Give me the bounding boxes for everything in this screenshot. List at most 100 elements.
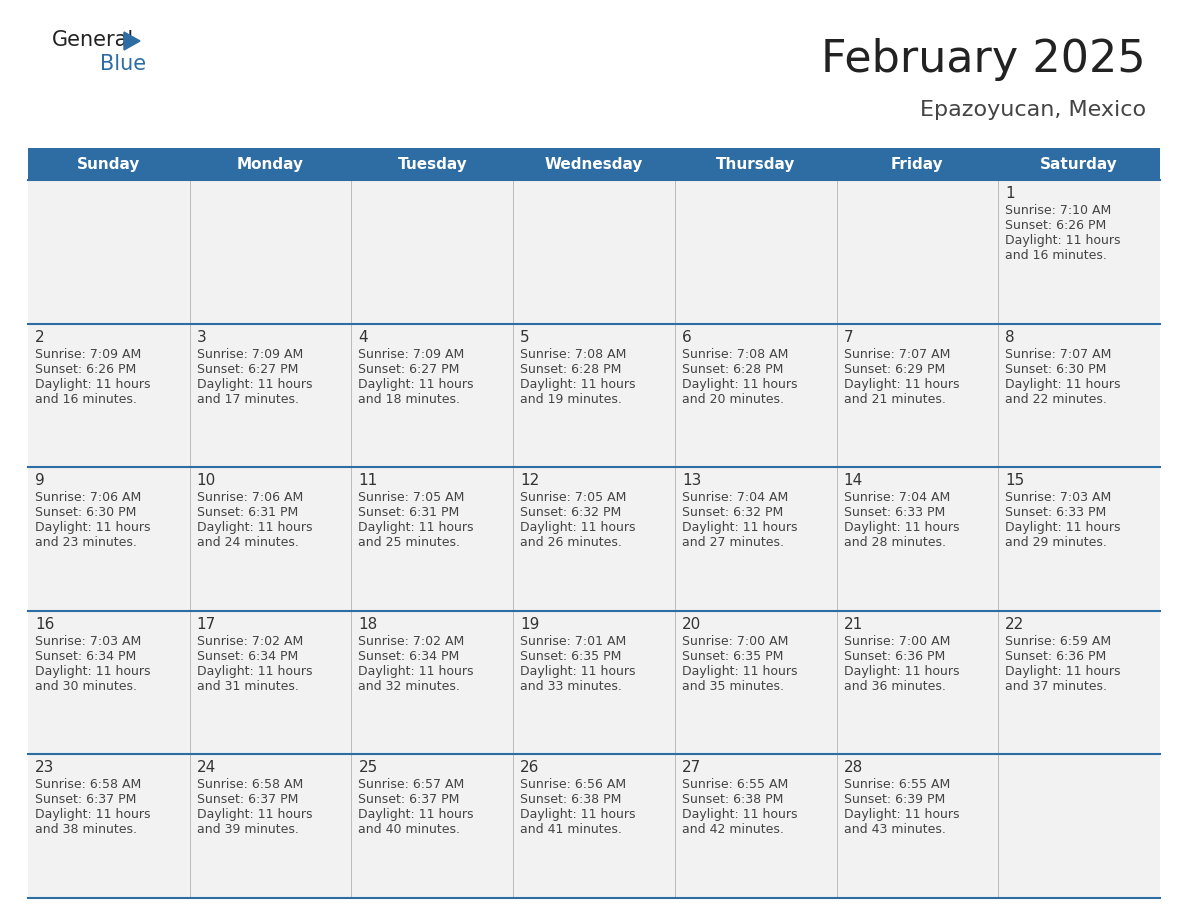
Text: and 27 minutes.: and 27 minutes. xyxy=(682,536,784,549)
Text: Wednesday: Wednesday xyxy=(545,156,643,172)
Text: Sunrise: 6:55 AM: Sunrise: 6:55 AM xyxy=(682,778,788,791)
Text: 12: 12 xyxy=(520,473,539,488)
Text: and 18 minutes.: and 18 minutes. xyxy=(359,393,461,406)
Text: Daylight: 11 hours: Daylight: 11 hours xyxy=(34,377,151,390)
Text: Sunset: 6:27 PM: Sunset: 6:27 PM xyxy=(359,363,460,375)
Text: Daylight: 11 hours: Daylight: 11 hours xyxy=(520,377,636,390)
Text: and 39 minutes.: and 39 minutes. xyxy=(197,823,298,836)
Text: 25: 25 xyxy=(359,760,378,776)
Text: Daylight: 11 hours: Daylight: 11 hours xyxy=(34,809,151,822)
Text: Daylight: 11 hours: Daylight: 11 hours xyxy=(843,521,959,534)
Text: and 41 minutes.: and 41 minutes. xyxy=(520,823,623,836)
Text: Saturday: Saturday xyxy=(1041,156,1118,172)
Text: Sunrise: 7:03 AM: Sunrise: 7:03 AM xyxy=(1005,491,1112,504)
Bar xyxy=(29,755,1159,898)
Text: Friday: Friday xyxy=(891,156,943,172)
Text: 27: 27 xyxy=(682,760,701,776)
Text: Sunrise: 7:09 AM: Sunrise: 7:09 AM xyxy=(359,348,465,361)
Text: Sunset: 6:39 PM: Sunset: 6:39 PM xyxy=(843,793,944,806)
Text: 5: 5 xyxy=(520,330,530,344)
Text: Sunrise: 7:05 AM: Sunrise: 7:05 AM xyxy=(359,491,465,504)
Text: Sunrise: 6:55 AM: Sunrise: 6:55 AM xyxy=(843,778,950,791)
Text: Sunrise: 7:07 AM: Sunrise: 7:07 AM xyxy=(1005,348,1112,361)
Text: 14: 14 xyxy=(843,473,862,488)
Text: and 24 minutes.: and 24 minutes. xyxy=(197,536,298,549)
Text: 26: 26 xyxy=(520,760,539,776)
Text: 11: 11 xyxy=(359,473,378,488)
Text: Sunset: 6:33 PM: Sunset: 6:33 PM xyxy=(843,506,944,520)
Text: and 26 minutes.: and 26 minutes. xyxy=(520,536,623,549)
Text: and 22 minutes.: and 22 minutes. xyxy=(1005,393,1107,406)
Text: Sunrise: 7:02 AM: Sunrise: 7:02 AM xyxy=(359,635,465,648)
Text: 4: 4 xyxy=(359,330,368,344)
Text: 21: 21 xyxy=(843,617,862,632)
Text: Sunset: 6:35 PM: Sunset: 6:35 PM xyxy=(682,650,783,663)
Text: 10: 10 xyxy=(197,473,216,488)
Bar xyxy=(29,148,1159,180)
Text: and 42 minutes.: and 42 minutes. xyxy=(682,823,784,836)
Text: and 16 minutes.: and 16 minutes. xyxy=(1005,249,1107,262)
Text: 19: 19 xyxy=(520,617,539,632)
Text: Daylight: 11 hours: Daylight: 11 hours xyxy=(682,665,797,677)
Text: Sunset: 6:34 PM: Sunset: 6:34 PM xyxy=(359,650,460,663)
Text: Daylight: 11 hours: Daylight: 11 hours xyxy=(34,665,151,677)
Text: and 31 minutes.: and 31 minutes. xyxy=(197,680,298,693)
Text: 24: 24 xyxy=(197,760,216,776)
Text: Daylight: 11 hours: Daylight: 11 hours xyxy=(197,377,312,390)
Text: Daylight: 11 hours: Daylight: 11 hours xyxy=(1005,234,1120,247)
Text: 23: 23 xyxy=(34,760,55,776)
Text: and 20 minutes.: and 20 minutes. xyxy=(682,393,784,406)
Text: Daylight: 11 hours: Daylight: 11 hours xyxy=(359,521,474,534)
Text: Sunset: 6:28 PM: Sunset: 6:28 PM xyxy=(682,363,783,375)
Text: Sunset: 6:30 PM: Sunset: 6:30 PM xyxy=(34,506,137,520)
Text: Daylight: 11 hours: Daylight: 11 hours xyxy=(843,377,959,390)
Text: Daylight: 11 hours: Daylight: 11 hours xyxy=(520,665,636,677)
Text: Sunset: 6:34 PM: Sunset: 6:34 PM xyxy=(197,650,298,663)
Bar xyxy=(29,324,1159,467)
Text: and 30 minutes.: and 30 minutes. xyxy=(34,680,137,693)
Text: General: General xyxy=(52,30,134,50)
Text: and 43 minutes.: and 43 minutes. xyxy=(843,823,946,836)
Text: Sunset: 6:33 PM: Sunset: 6:33 PM xyxy=(1005,506,1106,520)
Text: Sunrise: 7:10 AM: Sunrise: 7:10 AM xyxy=(1005,204,1112,217)
Text: Sunset: 6:37 PM: Sunset: 6:37 PM xyxy=(197,793,298,806)
Text: Sunset: 6:26 PM: Sunset: 6:26 PM xyxy=(34,363,137,375)
Text: Sunrise: 7:06 AM: Sunrise: 7:06 AM xyxy=(197,491,303,504)
Text: and 35 minutes.: and 35 minutes. xyxy=(682,680,784,693)
Text: Sunrise: 7:09 AM: Sunrise: 7:09 AM xyxy=(34,348,141,361)
Text: Daylight: 11 hours: Daylight: 11 hours xyxy=(1005,521,1120,534)
Text: Thursday: Thursday xyxy=(716,156,796,172)
Text: Sunrise: 7:03 AM: Sunrise: 7:03 AM xyxy=(34,635,141,648)
Text: 3: 3 xyxy=(197,330,207,344)
Text: Sunrise: 7:04 AM: Sunrise: 7:04 AM xyxy=(843,491,950,504)
Text: Sunrise: 7:08 AM: Sunrise: 7:08 AM xyxy=(520,348,626,361)
Text: Sunrise: 7:09 AM: Sunrise: 7:09 AM xyxy=(197,348,303,361)
Text: and 23 minutes.: and 23 minutes. xyxy=(34,536,137,549)
Text: Sunset: 6:37 PM: Sunset: 6:37 PM xyxy=(34,793,137,806)
Text: Sunrise: 7:07 AM: Sunrise: 7:07 AM xyxy=(843,348,950,361)
Text: Tuesday: Tuesday xyxy=(398,156,467,172)
Text: 20: 20 xyxy=(682,617,701,632)
Text: Epazoyucan, Mexico: Epazoyucan, Mexico xyxy=(920,100,1146,120)
Polygon shape xyxy=(124,32,140,50)
Text: Sunset: 6:30 PM: Sunset: 6:30 PM xyxy=(1005,363,1107,375)
Text: 7: 7 xyxy=(843,330,853,344)
Text: Daylight: 11 hours: Daylight: 11 hours xyxy=(682,521,797,534)
Text: Daylight: 11 hours: Daylight: 11 hours xyxy=(520,809,636,822)
Text: 9: 9 xyxy=(34,473,45,488)
Text: 2: 2 xyxy=(34,330,45,344)
Text: Daylight: 11 hours: Daylight: 11 hours xyxy=(359,377,474,390)
Text: Sunrise: 7:05 AM: Sunrise: 7:05 AM xyxy=(520,491,626,504)
Text: Sunrise: 7:00 AM: Sunrise: 7:00 AM xyxy=(682,635,788,648)
Text: and 21 minutes.: and 21 minutes. xyxy=(843,393,946,406)
Text: Sunset: 6:38 PM: Sunset: 6:38 PM xyxy=(520,793,621,806)
Text: Sunset: 6:32 PM: Sunset: 6:32 PM xyxy=(682,506,783,520)
Text: Sunset: 6:34 PM: Sunset: 6:34 PM xyxy=(34,650,137,663)
Text: Sunrise: 7:04 AM: Sunrise: 7:04 AM xyxy=(682,491,788,504)
Text: and 19 minutes.: and 19 minutes. xyxy=(520,393,623,406)
Text: Sunset: 6:28 PM: Sunset: 6:28 PM xyxy=(520,363,621,375)
Text: 18: 18 xyxy=(359,617,378,632)
Text: Sunset: 6:38 PM: Sunset: 6:38 PM xyxy=(682,793,783,806)
Text: Sunset: 6:31 PM: Sunset: 6:31 PM xyxy=(359,506,460,520)
Text: Sunset: 6:36 PM: Sunset: 6:36 PM xyxy=(843,650,944,663)
